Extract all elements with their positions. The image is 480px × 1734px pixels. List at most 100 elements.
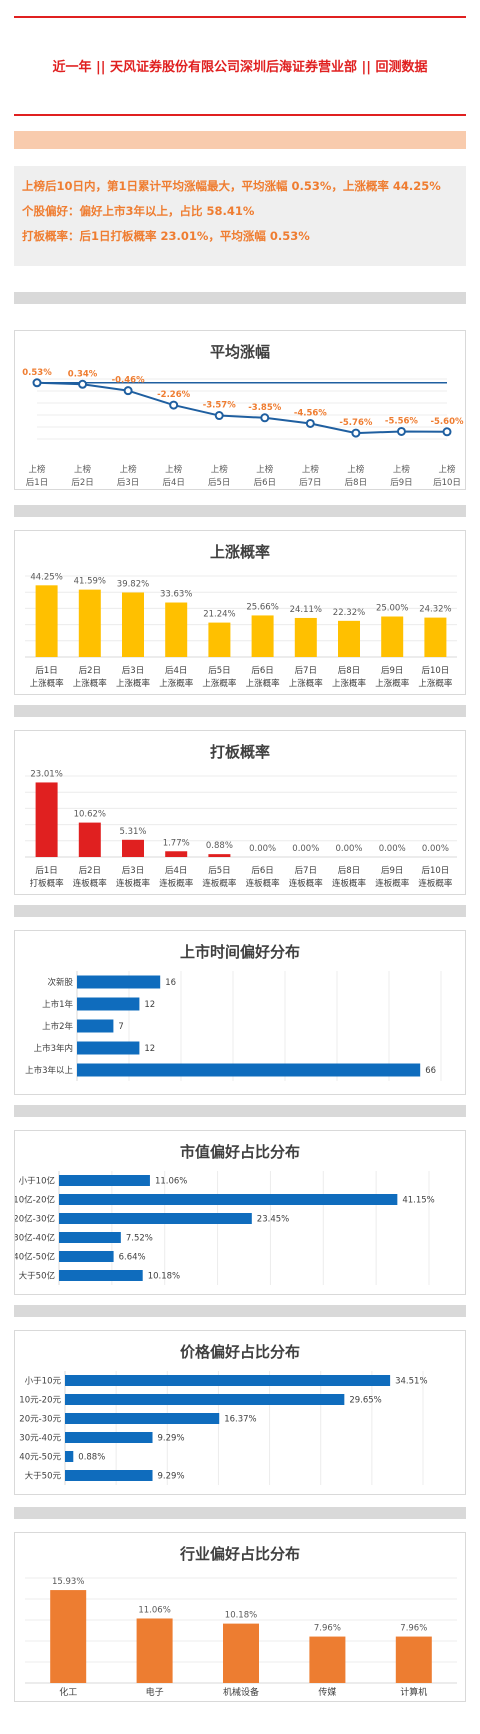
data-label: 39.82%	[117, 579, 149, 589]
y-tick-label: 大于50亿	[19, 1271, 55, 1282]
data-label: 7.96%	[400, 1624, 427, 1634]
x-tick-label: 后3日	[117, 477, 139, 488]
bar	[77, 1019, 114, 1033]
bar	[35, 585, 58, 657]
data-label: 15.93%	[52, 1577, 84, 1587]
data-label: 24.11%	[290, 605, 322, 615]
chart-title: 价格偏好占比分布	[179, 1343, 300, 1361]
bar	[122, 839, 144, 857]
data-label: 0.00%	[422, 844, 449, 854]
x-tick-label: 后9日	[390, 477, 412, 488]
bar	[251, 615, 274, 657]
x-tick-label: 上榜	[256, 464, 274, 475]
data-label: 23.45%	[257, 1215, 289, 1225]
bar	[65, 1470, 153, 1481]
data-label: -3.57%	[203, 401, 236, 411]
y-tick-label: 20亿-30亿	[15, 1214, 55, 1225]
data-label: 0.34%	[68, 369, 98, 379]
bar	[294, 617, 317, 657]
x-tick-label: 上涨概率	[159, 678, 194, 689]
data-label: 34.51%	[395, 1377, 427, 1387]
bar	[59, 1251, 114, 1262]
data-point	[351, 428, 361, 438]
y-tick-label: 上市1年	[42, 999, 73, 1010]
bar	[395, 1636, 432, 1683]
y-tick-label: 30元-40元	[19, 1434, 61, 1444]
industry-chart: 行业偏好占比分布 15.93% 化工 11.06% 电子 10.18% 机械设备 7.96%…	[14, 1532, 466, 1702]
data-label: 23.01%	[30, 769, 62, 779]
y-tick-label: 上市3年以上	[25, 1065, 73, 1076]
data-label: 6.64%	[119, 1253, 146, 1263]
summary-line-3: 打板概率：后1日打板概率 23.01%，平均涨幅 0.53%	[22, 229, 310, 243]
chart-title: 打板概率	[209, 743, 270, 761]
data-label: -5.56%	[385, 416, 418, 426]
data-label: 10.18%	[225, 1611, 257, 1621]
summary-band	[14, 131, 466, 149]
x-tick-label: 机械设备	[223, 1686, 259, 1698]
x-tick-label: 后7日	[295, 665, 317, 676]
data-label: 44.25%	[30, 572, 62, 582]
market-cap-chart: 市值偏好占比分布 11.06% 小于10亿 41.15% 10亿-20亿 23.45% 2…	[14, 1130, 466, 1295]
x-tick-label: 上榜	[393, 464, 411, 475]
bar	[65, 1413, 220, 1424]
data-point	[123, 386, 133, 396]
summary-box: 上榜后10日内，第1日累计平均涨幅最大，平均涨幅 0.53%，上涨概率 44.2…	[14, 166, 466, 266]
y-tick-label: 上市3年内	[34, 1043, 73, 1054]
bar	[65, 1394, 345, 1405]
x-tick-label: 上涨概率	[332, 678, 367, 689]
rise-probability-chart: 上涨概率 44.25% 后1日 上涨概率 41.59% 后2日 上涨概率 39.82% 后3日…	[14, 530, 466, 695]
data-label: 16.37%	[224, 1415, 256, 1425]
data-label: 5.31%	[119, 827, 146, 837]
x-tick-label: 后6日	[254, 477, 276, 488]
x-tick-label: 打板概率	[30, 878, 65, 889]
data-label: -5.60%	[430, 417, 463, 427]
bar	[136, 1618, 173, 1683]
x-tick-label: 上榜	[120, 464, 138, 475]
y-tick-label: 20元-30元	[19, 1415, 61, 1425]
x-tick-label: 上榜	[438, 464, 456, 475]
x-tick-label: 后9日	[381, 665, 403, 676]
bar	[59, 1194, 398, 1205]
data-label: -0.46%	[112, 376, 145, 386]
x-tick-label: 后3日	[122, 865, 144, 876]
x-tick-label: 连板概率	[418, 878, 453, 889]
chart-title: 市值偏好占比分布	[179, 1143, 300, 1161]
data-label: 10.18%	[148, 1272, 180, 1282]
y-tick-label: 10元-20元	[19, 1396, 61, 1406]
x-tick-label: 上榜	[347, 464, 365, 475]
data-label: 0.88%	[78, 1453, 105, 1463]
x-tick-label: 化工	[59, 1686, 77, 1698]
bar	[65, 1432, 153, 1443]
x-tick-label: 后4日	[165, 865, 187, 876]
y-tick-label: 上市2年	[42, 1021, 73, 1032]
section-divider	[14, 1105, 466, 1117]
x-tick-label: 连板概率	[375, 878, 410, 889]
x-tick-label: 后2日	[71, 477, 93, 488]
x-tick-label: 上涨概率	[116, 678, 151, 689]
x-tick-label: 后1日	[35, 865, 57, 876]
y-tick-label: 40亿-50亿	[15, 1252, 55, 1263]
data-label: -3.85%	[248, 403, 281, 413]
data-label: 11.06%	[155, 1177, 187, 1187]
x-tick-label: 后1日	[35, 665, 57, 676]
x-tick-label: 后5日	[208, 865, 230, 876]
x-tick-label: 后4日	[165, 665, 187, 676]
x-tick-label: 上榜	[28, 464, 46, 475]
data-label: 7.52%	[126, 1234, 153, 1244]
x-tick-label: 传媒	[318, 1686, 336, 1698]
x-tick-label: 后6日	[251, 865, 273, 876]
x-tick-label: 后10日	[421, 665, 449, 676]
y-tick-label: 小于10元	[25, 1376, 62, 1387]
bar	[77, 1041, 140, 1055]
bar	[77, 1063, 421, 1077]
x-tick-label: 电子	[146, 1686, 164, 1698]
x-tick-label: 后2日	[79, 865, 101, 876]
data-label: 12	[144, 1000, 155, 1010]
bar	[165, 851, 188, 857]
x-tick-label: 后4日	[162, 477, 184, 488]
bar	[424, 617, 447, 657]
x-tick-label: 上涨概率	[246, 678, 281, 689]
data-label: 0.00%	[335, 844, 362, 854]
x-tick-label: 后8日	[345, 477, 367, 488]
data-label: 22.32%	[333, 608, 365, 618]
